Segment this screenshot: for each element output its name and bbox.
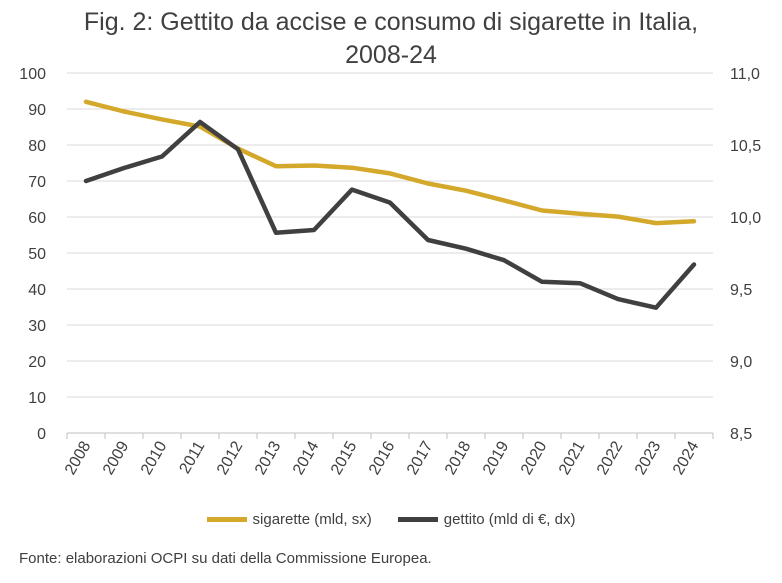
x-tick-label: 2018 xyxy=(442,438,475,477)
x-tick-label: 2010 xyxy=(138,438,171,477)
legend: sigarette (mld, sx) gettito (mld di €, d… xyxy=(0,511,782,528)
x-tick-label: 2008 xyxy=(62,438,95,477)
x-tick-label: 2021 xyxy=(556,438,589,477)
x-tick-label: 2017 xyxy=(404,438,437,477)
y-left-tick-label: 0 xyxy=(37,426,46,443)
x-tick-label: 2019 xyxy=(480,438,513,477)
y-left-tick-label: 70 xyxy=(28,174,46,191)
legend-item-gettito: gettito (mld di €, dx) xyxy=(397,511,576,528)
axes: 0 10 20 30 40 50 60 70 80 90 100 8,5 9,0 9,5 10,0 10,5 1… xyxy=(19,66,761,478)
y-left-tick-label: 10 xyxy=(28,390,46,407)
series-lines xyxy=(83,99,697,310)
legend-label-gettito: gettito (mld di €, dx) xyxy=(443,511,576,528)
chart-title-line-2: 2008-24 xyxy=(345,41,437,69)
y-left-tick-label: 80 xyxy=(28,138,46,155)
y-right-tick-label: 11,0 xyxy=(730,66,760,83)
y-left-tick-label: 40 xyxy=(28,282,46,299)
y-left-tick-label: 30 xyxy=(28,318,46,335)
legend-swatch-gettito xyxy=(397,517,438,522)
y-right-tick-label: 8,5 xyxy=(730,426,752,443)
x-tick-label: 2012 xyxy=(214,438,247,477)
y-right-tick-label: 9,0 xyxy=(730,354,752,371)
y-right-tick-label: 9,5 xyxy=(730,282,752,299)
y-right-tick-label: 10,0 xyxy=(730,210,761,227)
legend-swatch-sigarette xyxy=(206,517,247,522)
series-line-gettito xyxy=(83,119,697,310)
x-tick-label: 2009 xyxy=(100,438,133,477)
legend-item-sigarette: sigarette (mld, sx) xyxy=(206,511,372,528)
x-tick-label: 2020 xyxy=(518,438,551,477)
legend-label-sigarette: sigarette (mld, sx) xyxy=(252,511,372,528)
y-left-tick-label: 50 xyxy=(28,246,46,263)
x-tick-label: 2023 xyxy=(632,438,665,477)
x-tick-label: 2024 xyxy=(670,438,703,477)
x-tick-label: 2013 xyxy=(252,438,285,477)
chart-title: Fig. 2: Gettito da accise e consumo di s… xyxy=(0,6,782,72)
source-note: Fonte: elaborazioni OCPI su dati della C… xyxy=(19,550,432,567)
y-left-tick-label: 60 xyxy=(28,210,46,227)
x-tick-label: 2014 xyxy=(290,438,323,477)
y-left-tick-label: 20 xyxy=(28,354,46,371)
x-tick-label: 2015 xyxy=(328,438,361,477)
series-line-sigarette xyxy=(83,99,697,226)
line-chart: 0 10 20 30 40 50 60 70 80 90 100 8,5 9,0 9,5 10,0 10,5 1… xyxy=(19,66,761,478)
x-tick-label: 2022 xyxy=(594,438,627,477)
chart-title-line-1: Fig. 2: Gettito da accise e consumo di s… xyxy=(83,8,699,36)
y-left-tick-label: 100 xyxy=(19,66,46,83)
x-tick-label: 2011 xyxy=(177,438,209,476)
x-tick-label: 2016 xyxy=(366,438,399,477)
y-right-tick-label: 10,5 xyxy=(730,138,761,155)
y-left-tick-label: 90 xyxy=(28,102,46,119)
